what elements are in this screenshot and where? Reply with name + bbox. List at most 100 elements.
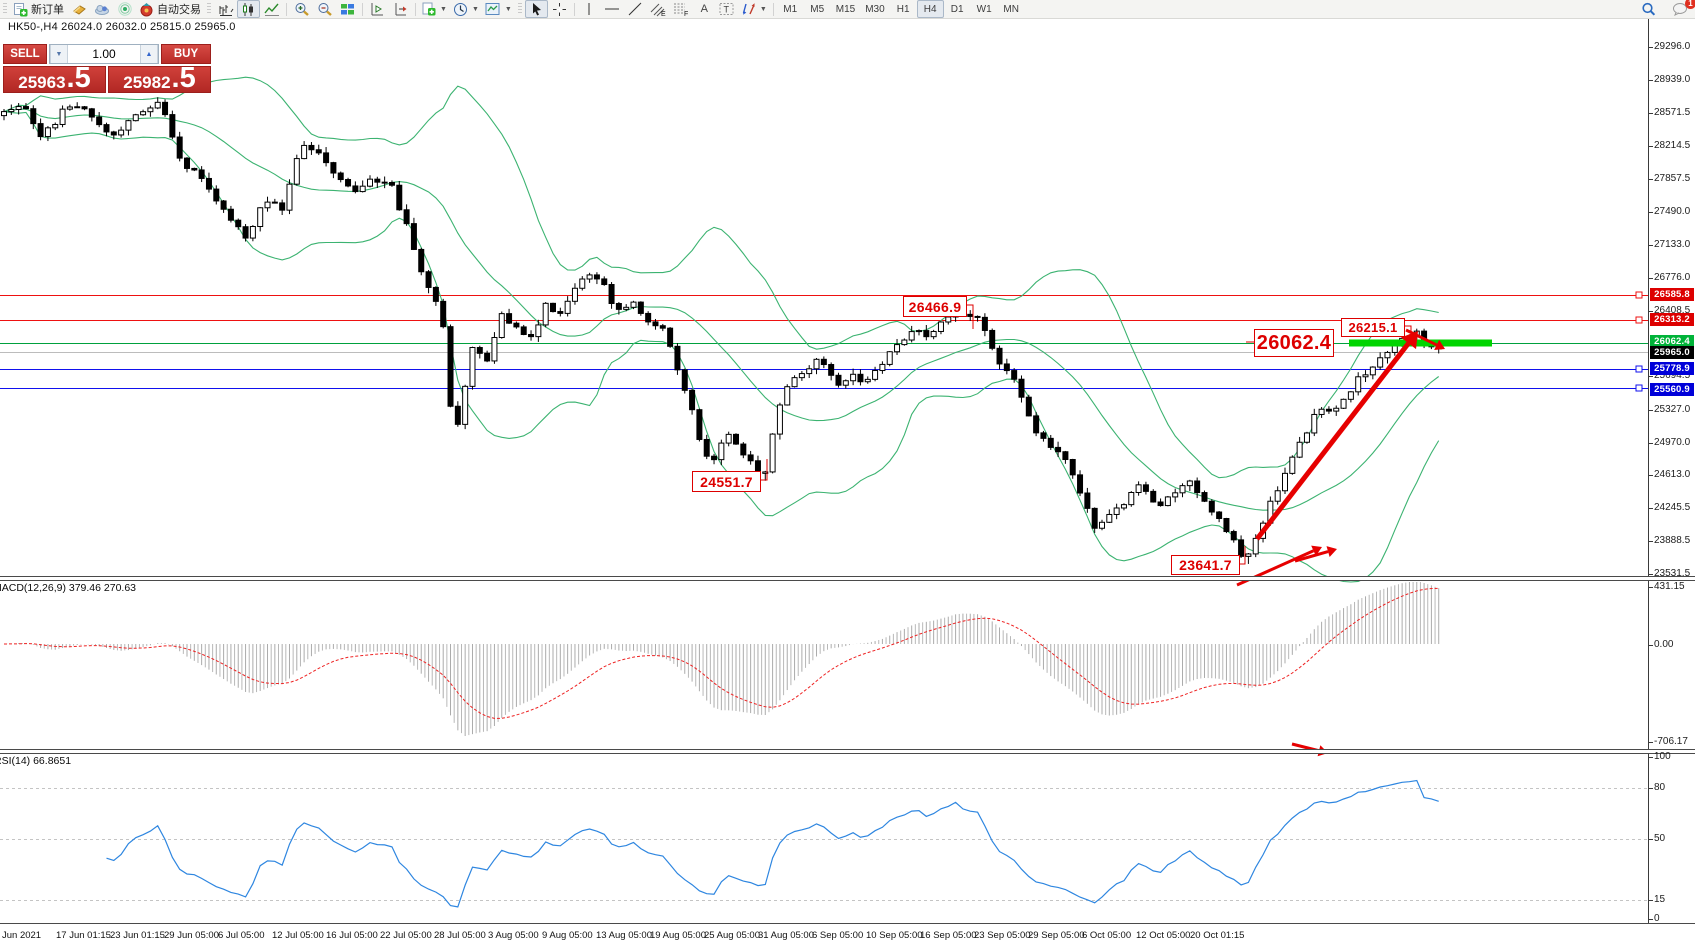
- sell-price[interactable]: 25963 .5: [3, 64, 106, 93]
- bar-chart-button[interactable]: [214, 0, 237, 18]
- templates-button[interactable]: ▼: [482, 0, 515, 18]
- buy-price[interactable]: 25982 .5: [108, 62, 211, 95]
- timeframe-m30[interactable]: M30: [865, 3, 885, 15]
- toolbar-drag-handle[interactable]: [3, 3, 7, 15]
- auto-scroll-button[interactable]: [366, 0, 389, 18]
- date-label: 9 Aug 05:00: [542, 930, 593, 941]
- sell-button[interactable]: SELL: [3, 44, 47, 64]
- price-annotation-label[interactable]: 23641.7: [1171, 555, 1240, 575]
- svg-text:F: F: [684, 11, 688, 17]
- text-button[interactable]: A: [693, 0, 716, 18]
- chevron-down-icon: ▼: [504, 5, 512, 13]
- volume-input[interactable]: [68, 45, 140, 63]
- price-axis-label: 23888.5: [1654, 535, 1691, 546]
- signal-icon: [117, 2, 133, 16]
- editor-button[interactable]: [67, 0, 90, 18]
- trend-arrow[interactable]: [1294, 546, 1337, 563]
- line-endpoint-handle[interactable]: [1635, 365, 1643, 373]
- timeframe-w1[interactable]: W1: [976, 3, 992, 15]
- price-annotation-label[interactable]: 26466.9: [903, 296, 967, 317]
- fibonacci-button[interactable]: F: [670, 0, 693, 18]
- vertical-line-button[interactable]: [578, 0, 601, 18]
- community-button[interactable]: [90, 0, 113, 18]
- cursor-button[interactable]: [524, 0, 548, 18]
- horizontal-line-icon: [604, 2, 620, 16]
- axis-tick: [1648, 80, 1653, 81]
- new-order-button[interactable]: 新订单: [10, 0, 67, 18]
- annotation-leader-line: [1238, 546, 1246, 565]
- date-label: 6 Jul 05:00: [218, 930, 265, 941]
- line-endpoint-handle[interactable]: [1635, 316, 1643, 324]
- horizontal-line-button[interactable]: [601, 0, 624, 18]
- price-axis-label: 23531.5: [1654, 568, 1691, 579]
- search-icon: [1641, 2, 1656, 17]
- line-chart-button[interactable]: [260, 0, 283, 18]
- zoom-in-button[interactable]: [290, 0, 313, 18]
- volume-increase-button[interactable]: ▲: [140, 45, 158, 63]
- timeframe-m15[interactable]: M15: [835, 3, 856, 15]
- fibonacci-icon: F: [673, 2, 690, 17]
- buy-price-dec: .5: [171, 62, 196, 95]
- axis-tick: [1648, 245, 1653, 246]
- trend-arrow[interactable]: [1405, 328, 1445, 351]
- periods-button[interactable]: ▼: [450, 0, 482, 18]
- autotrading-icon: [139, 2, 154, 17]
- date-label: 10 Sep 05:00: [866, 930, 923, 941]
- date-label: 28 Jul 05:00: [434, 930, 486, 941]
- price-annotation-label[interactable]: 26062.4: [1254, 329, 1334, 357]
- buy-button[interactable]: BUY: [161, 44, 211, 64]
- template-icon: [485, 2, 501, 16]
- macd-signal-line: [3, 587, 1439, 719]
- pane-divider-macd[interactable]: [0, 576, 1695, 581]
- price-tag: 26313.2: [1650, 313, 1694, 326]
- timeframe-h1[interactable]: H1: [896, 3, 910, 15]
- timeframe-mn[interactable]: MN: [1003, 3, 1019, 15]
- timeframe-h4[interactable]: H4: [916, 0, 944, 18]
- zoom-out-button[interactable]: [313, 0, 336, 18]
- autotrading-button[interactable]: 自动交易: [136, 0, 204, 18]
- toolbar-drag-handle[interactable]: [207, 3, 211, 15]
- axis-tick: [1648, 742, 1653, 743]
- gold-chip-icon: [71, 2, 87, 16]
- text-label-button[interactable]: T: [716, 0, 739, 18]
- search-button[interactable]: [1637, 0, 1660, 18]
- price-tag: 26585.8: [1650, 288, 1694, 301]
- tile-windows-button[interactable]: [336, 0, 359, 18]
- text-label-icon: T: [719, 2, 735, 16]
- chevron-down-icon: ▼: [471, 5, 479, 13]
- date-axis: Jun 2021 17 Jun 01:15 23 Jun 01:15 29 Jun 0…: [0, 927, 1695, 944]
- chart-shift-icon: [393, 2, 408, 16]
- pane-divider-rsi[interactable]: [0, 749, 1695, 754]
- price-annotation-label[interactable]: 24551.7: [692, 471, 761, 492]
- timeframe-m5[interactable]: M5: [810, 3, 825, 15]
- support-zone-segment[interactable]: [1349, 339, 1492, 347]
- line-endpoint-handle[interactable]: [1635, 384, 1643, 392]
- trendline-button[interactable]: [624, 0, 647, 18]
- line-endpoint-handle[interactable]: [1635, 291, 1643, 299]
- volume-decrease-button[interactable]: ▼: [50, 45, 68, 63]
- notifications-button[interactable]: 1: [1668, 0, 1695, 18]
- date-label: 6 Sep 05:00: [812, 930, 864, 941]
- price-annotation-label[interactable]: 26215.1: [1341, 318, 1405, 337]
- price-tag: 25778.9: [1650, 362, 1694, 375]
- axis-tick: [1648, 645, 1653, 646]
- candlestick-chart-button[interactable]: [237, 0, 260, 18]
- axis-tick: [1648, 179, 1653, 180]
- crosshair-button[interactable]: [548, 0, 571, 18]
- timeframe-m1[interactable]: M1: [783, 3, 798, 15]
- indicators-button[interactable]: ▼: [419, 0, 450, 18]
- axis-tick: [1648, 475, 1653, 476]
- equidistant-channel-button[interactable]: E: [647, 0, 670, 18]
- toolbar-right-group: 1: [1637, 0, 1695, 18]
- chart-shift-button[interactable]: [389, 0, 412, 18]
- bollinger-band-line: [3, 108, 1440, 511]
- line-chart-icon: [263, 2, 280, 17]
- toolbar-drag-handle[interactable]: [517, 3, 522, 15]
- signals-button[interactable]: [113, 0, 136, 18]
- trend-arrow[interactable]: [1255, 331, 1418, 541]
- macd-histogram: [7, 582, 1440, 736]
- arrows-button[interactable]: ▼: [739, 0, 770, 18]
- timeframe-d1[interactable]: D1: [950, 3, 964, 15]
